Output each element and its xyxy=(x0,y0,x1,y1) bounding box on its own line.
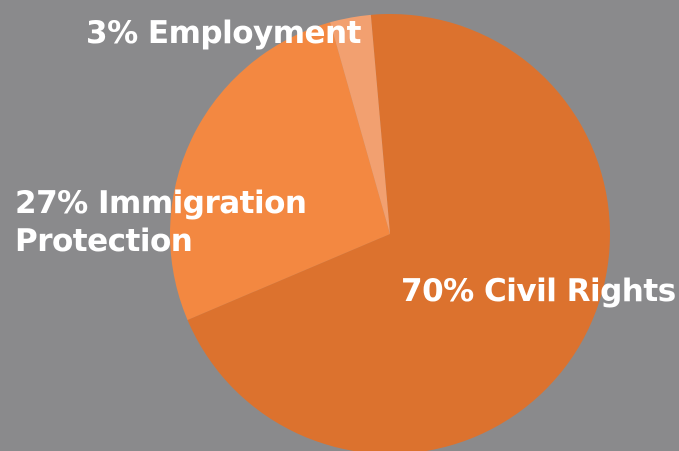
data-label-immigration-protection: 27% Immigration Protection xyxy=(15,184,307,260)
pie-slice-immigration-protection xyxy=(170,22,390,320)
data-label-line-1: 27% Immigration xyxy=(15,185,307,221)
data-label-employment: 3% Employment xyxy=(86,15,361,51)
data-label-line-2: Protection xyxy=(15,223,193,259)
pie-slice-employment xyxy=(330,14,390,235)
pie-slice-civil-rights xyxy=(187,14,610,451)
data-label-civil-rights: 70% Civil Rights xyxy=(401,273,676,309)
